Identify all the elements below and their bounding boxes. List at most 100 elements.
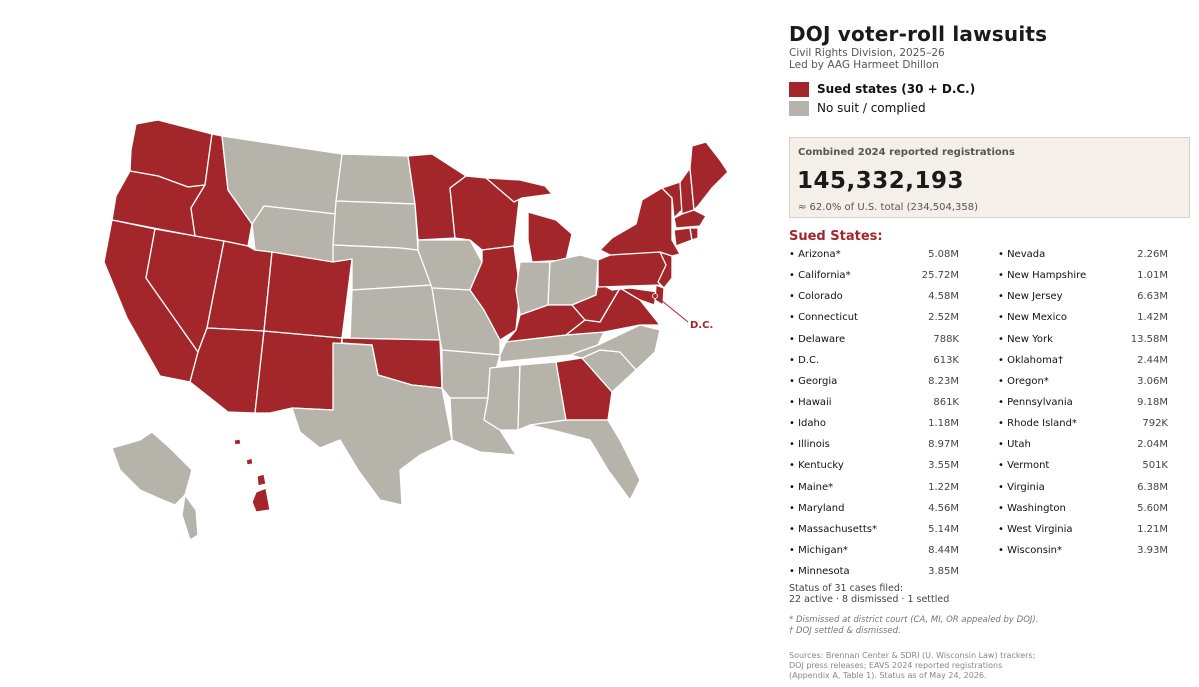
state-ME[interactable] bbox=[689, 141, 729, 211]
state-name: • Kentucky bbox=[789, 460, 844, 472]
state-name: • Maryland bbox=[789, 502, 845, 514]
state-CT[interactable] bbox=[673, 227, 693, 247]
state-registrations: 792K bbox=[1142, 418, 1168, 430]
us-map: D.C. bbox=[103, 119, 729, 541]
dc-marker[interactable] bbox=[652, 293, 658, 299]
dc-label: D.C. bbox=[690, 320, 713, 331]
state-FL[interactable] bbox=[529, 419, 641, 501]
state-list-item: • Washington 5.60M bbox=[998, 503, 1168, 524]
state-name: • Illinois bbox=[789, 439, 830, 451]
legend-no-suit-label: No suit / complied bbox=[817, 101, 926, 115]
legend-sued-label: Sued states (30 + D.C.) bbox=[817, 82, 976, 96]
state-name: • Maine* bbox=[789, 481, 834, 493]
state-registrations: 3.55M bbox=[928, 460, 959, 472]
state-list-item: • West Virginia 1.21M bbox=[998, 524, 1168, 545]
state-registrations: 6.38M bbox=[1137, 481, 1168, 493]
state-MA[interactable] bbox=[673, 209, 707, 229]
state-registrations: 3.93M bbox=[1137, 544, 1168, 556]
state-MD[interactable] bbox=[611, 287, 659, 306]
state-registrations: 25.72M bbox=[921, 270, 959, 282]
state-NY[interactable] bbox=[599, 187, 681, 257]
state-name: • Georgia bbox=[789, 375, 838, 387]
state-SD[interactable] bbox=[332, 200, 419, 251]
state-name: • Colorado bbox=[789, 291, 843, 303]
state-name: • Arizona* bbox=[789, 249, 841, 260]
state-registrations: 3.85M bbox=[928, 566, 959, 578]
state-registrations: 1.01M bbox=[1137, 270, 1168, 282]
state-IL[interactable] bbox=[469, 245, 521, 341]
state-AK-panhandle[interactable] bbox=[181, 494, 199, 541]
state-name: • Michigan* bbox=[789, 544, 848, 556]
sued-swatch bbox=[789, 81, 809, 97]
state-HI-kauai[interactable] bbox=[233, 438, 242, 446]
state-name: • Oregon* bbox=[998, 375, 1049, 387]
state-name: • Pennsylvania bbox=[998, 396, 1073, 408]
state-name: • Vermont bbox=[998, 460, 1050, 472]
state-list-item: • Illinois 8.97M bbox=[789, 439, 959, 460]
source-line-1: Sources: Brennan Center & SDRI (U. Wisco… bbox=[789, 651, 1036, 660]
registration-stat-box: Combined 2024 reported registrations 145… bbox=[789, 137, 1190, 218]
state-list-item: • Massachusetts* 5.14M bbox=[789, 524, 959, 545]
source-line-3: (Appendix A, Table 1). Status as of May … bbox=[789, 671, 987, 680]
state-HI-big[interactable] bbox=[251, 487, 271, 513]
state-RI[interactable] bbox=[689, 227, 699, 241]
state-HI-oahu[interactable] bbox=[245, 457, 254, 466]
subtitle-division: Civil Rights Division, 2025–26 bbox=[789, 47, 945, 59]
state-registrations: 613K bbox=[933, 354, 959, 366]
subtitle-lead: Led by AAG Harmeet Dhillon bbox=[789, 59, 939, 71]
state-registrations: 13.58M bbox=[1130, 333, 1168, 345]
state-NC[interactable] bbox=[569, 324, 661, 371]
state-TX[interactable] bbox=[291, 342, 453, 506]
state-registrations: 1.18M bbox=[928, 418, 959, 430]
legend-no-suit: No suit / complied bbox=[789, 100, 926, 116]
state-registrations: 4.56M bbox=[928, 502, 959, 514]
state-registrations: 8.97M bbox=[928, 439, 959, 451]
state-name: • Utah bbox=[998, 439, 1031, 451]
state-name: • Massachusetts* bbox=[789, 523, 877, 535]
state-list-item: • Arizona* 5.08M bbox=[789, 249, 959, 270]
state-AK[interactable] bbox=[111, 431, 193, 506]
info-panel: DOJ voter-roll lawsuits Civil Rights Div… bbox=[789, 0, 1192, 687]
state-name: • West Virginia bbox=[998, 523, 1073, 535]
state-name: • New Mexico bbox=[998, 312, 1067, 324]
state-MI-UP[interactable] bbox=[485, 177, 553, 203]
state-list-item: • Pennsylvania 9.18M bbox=[998, 397, 1168, 418]
state-list-item: • Idaho 1.18M bbox=[789, 418, 959, 439]
state-VT[interactable] bbox=[661, 181, 683, 219]
state-list-item: • New Jersey 6.63M bbox=[998, 291, 1168, 312]
state-registrations: 5.08M bbox=[928, 249, 959, 260]
state-KS[interactable] bbox=[349, 284, 441, 341]
state-registrations: 9.18M bbox=[1137, 396, 1168, 408]
state-name: • Washington bbox=[998, 502, 1066, 514]
state-CO[interactable] bbox=[263, 251, 353, 339]
state-list-item: • D.C. 613K bbox=[789, 355, 959, 376]
state-list-item: • Wisconsin* 3.93M bbox=[998, 545, 1168, 566]
state-PA[interactable] bbox=[597, 249, 669, 288]
state-MI[interactable] bbox=[527, 211, 573, 263]
sued-states-heading: Sued States: bbox=[789, 229, 883, 244]
state-name: • D.C. bbox=[789, 354, 820, 366]
state-GA[interactable] bbox=[555, 357, 613, 421]
state-name: • Oklahoma† bbox=[998, 354, 1063, 366]
state-HI-maui[interactable] bbox=[256, 473, 267, 487]
state-MS[interactable] bbox=[483, 364, 521, 431]
state-list-item: • Georgia 8.23M bbox=[789, 376, 959, 397]
state-registrations: 861K bbox=[933, 396, 959, 408]
state-list-item: • Michigan* 8.44M bbox=[789, 545, 959, 566]
state-list-item: • New Mexico 1.42M bbox=[998, 312, 1168, 333]
status-counts: 22 active · 8 dismissed · 1 settled bbox=[789, 594, 950, 605]
state-registrations: 1.22M bbox=[928, 481, 959, 493]
state-list-item: • Kentucky 3.55M bbox=[789, 460, 959, 481]
state-registrations: 1.42M bbox=[1137, 312, 1168, 324]
state-name: • Delaware bbox=[789, 333, 846, 345]
state-TN[interactable] bbox=[499, 331, 605, 363]
state-list-item: • Colorado 4.58M bbox=[789, 291, 959, 312]
state-registrations: 4.58M bbox=[928, 291, 959, 303]
state-ND[interactable] bbox=[335, 153, 416, 205]
state-NM[interactable] bbox=[254, 330, 343, 414]
state-list-item: • Minnesota 3.85M bbox=[789, 566, 959, 587]
state-list-item: • Virginia 6.38M bbox=[998, 482, 1168, 503]
state-list-item: • Maryland 4.56M bbox=[789, 503, 959, 524]
state-registrations: 8.44M bbox=[928, 544, 959, 556]
state-list-item: • Vermont 501K bbox=[998, 460, 1168, 481]
